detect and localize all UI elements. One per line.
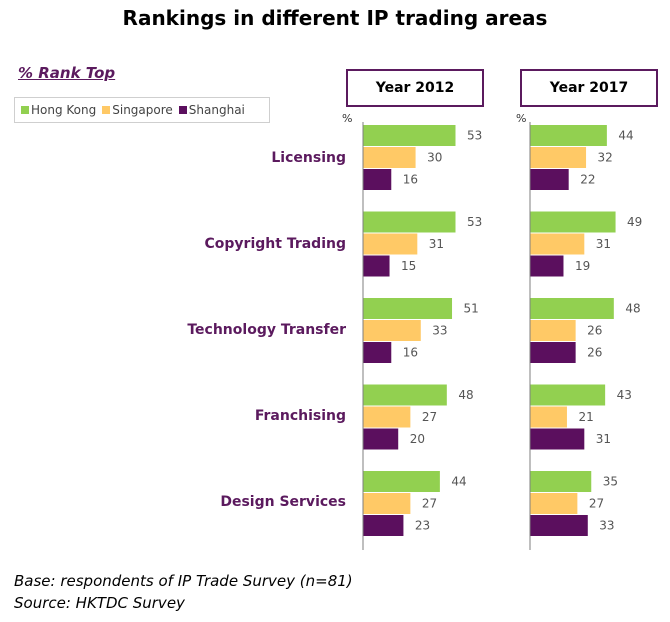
bar-2012-licensing-singapore [363, 147, 416, 168]
category-label-licensing: Licensing [271, 150, 346, 166]
data-label-2012-licensing-singapore: 30 [427, 151, 442, 165]
data-label-2012-technology-transfer-singapore: 33 [432, 324, 447, 338]
bar-2017-franchising-hong-kong [530, 384, 606, 406]
data-label-2012-franchising-singapore: 27 [422, 410, 437, 424]
bar-2012-technology-transfer-hong-kong [363, 298, 453, 319]
data-label-2012-technology-transfer-hong-kong: 51 [464, 302, 479, 316]
category-label-franchising: Franchising [254, 408, 346, 424]
bar-2017-licensing-shanghai [530, 169, 569, 190]
legend-swatch-hong-kong [21, 106, 29, 114]
bar-2017-technology-transfer-singapore [530, 320, 576, 341]
bar-2012-design-services-singapore [363, 493, 411, 514]
bar-2017-design-services-shanghai [530, 515, 588, 536]
data-label-2017-design-services-singapore: 27 [589, 497, 604, 511]
bar-2017-design-services-singapore [530, 493, 578, 514]
panel-title-2012: Year 2012 [346, 69, 484, 107]
bar-2017-franchising-singapore [530, 406, 567, 428]
bar-2017-copyright-trading-hong-kong [530, 211, 616, 233]
bar-2017-technology-transfer-hong-kong [530, 298, 614, 319]
bar-2012-franchising-singapore [363, 406, 411, 428]
legend-label-hong-kong: Hong Kong [31, 103, 97, 117]
bar-2017-copyright-trading-shanghai [530, 255, 564, 277]
legend-item-shanghai: Shanghai [178, 103, 245, 117]
bar-2012-design-services-hong-kong [363, 471, 440, 492]
bar-2017-franchising-shanghai [530, 428, 585, 450]
legend-swatch-shanghai [178, 106, 187, 114]
bar-2017-technology-transfer-shanghai [530, 342, 576, 363]
bar-2012-design-services-shanghai [363, 515, 404, 536]
data-label-2017-licensing-shanghai: 22 [580, 173, 595, 187]
legend-item-hong-kong: Hong Kong [21, 103, 96, 117]
bar-2012-technology-transfer-shanghai [363, 342, 392, 363]
bar-2017-licensing-hong-kong [530, 125, 607, 146]
data-label-2017-franchising-shanghai: 31 [596, 432, 611, 446]
data-label-2017-technology-transfer-hong-kong: 48 [625, 302, 640, 316]
panel-title-2017: Year 2017 [520, 69, 658, 107]
data-label-2012-licensing-hong-kong: 53 [467, 129, 482, 143]
data-label-2012-licensing-shanghai: 16 [403, 173, 418, 187]
data-label-2012-franchising-hong-kong: 48 [458, 388, 473, 402]
category-label-design-services: Design Services [220, 494, 346, 510]
bar-2012-franchising-hong-kong [363, 384, 447, 406]
bar-2012-franchising-shanghai [363, 428, 399, 450]
data-label-2012-copyright-trading-singapore: 31 [429, 237, 444, 251]
bar-2012-licensing-shanghai [363, 169, 392, 190]
data-label-2012-technology-transfer-shanghai: 16 [403, 346, 418, 360]
footnote-base: Base: respondents of IP Trade Survey (n=… [14, 572, 353, 590]
unit-label-2017: % [516, 112, 527, 125]
data-label-2012-design-services-singapore: 27 [422, 497, 437, 511]
data-label-2017-technology-transfer-singapore: 26 [587, 324, 602, 338]
data-label-2017-copyright-trading-singapore: 31 [596, 237, 611, 251]
data-label-2017-licensing-singapore: 32 [598, 151, 613, 165]
bar-2012-copyright-trading-shanghai [363, 255, 390, 277]
data-label-2012-franchising-shanghai: 20 [410, 432, 425, 446]
bar-2017-copyright-trading-singapore [530, 233, 585, 255]
bar-2012-copyright-trading-singapore [363, 233, 418, 255]
legend-item-singapore: Singapore [102, 103, 173, 117]
data-label-2017-franchising-singapore: 21 [578, 410, 593, 424]
bar-2017-design-services-hong-kong [530, 471, 592, 492]
data-label-2017-copyright-trading-shanghai: 19 [575, 259, 590, 273]
bar-2017-licensing-singapore [530, 147, 587, 168]
data-label-2017-copyright-trading-hong-kong: 49 [627, 215, 642, 229]
data-label-2012-design-services-hong-kong: 44 [451, 475, 466, 489]
data-label-2012-copyright-trading-hong-kong: 53 [467, 215, 482, 229]
data-label-2017-technology-transfer-shanghai: 26 [587, 346, 602, 360]
data-label-2017-licensing-hong-kong: 44 [618, 129, 633, 143]
bar-2012-copyright-trading-hong-kong [363, 211, 456, 233]
legend-label-shanghai: Shanghai [188, 103, 245, 117]
legend: Hong Kong Singapore Shanghai [14, 97, 270, 123]
data-label-2017-design-services-hong-kong: 35 [603, 475, 618, 489]
data-label-2017-franchising-hong-kong: 43 [617, 388, 632, 402]
data-label-2017-design-services-shanghai: 33 [599, 519, 614, 533]
footnote-source: Source: HKTDC Survey [14, 594, 185, 612]
unit-label-2012: % [342, 112, 353, 125]
chart-title: Rankings in different IP trading areas [122, 6, 548, 30]
category-label-technology-transfer: Technology Transfer [187, 322, 346, 338]
data-label-2012-copyright-trading-shanghai: 15 [401, 259, 416, 273]
data-label-2012-design-services-shanghai: 23 [415, 519, 430, 533]
chart-subtitle: % Rank Top [18, 64, 116, 82]
legend-label-singapore: Singapore [112, 103, 173, 117]
bar-2012-licensing-hong-kong [363, 125, 456, 146]
bar-2012-technology-transfer-singapore [363, 320, 421, 341]
category-label-copyright-trading: Copyright Trading [204, 236, 346, 252]
legend-swatch-singapore [102, 106, 111, 114]
